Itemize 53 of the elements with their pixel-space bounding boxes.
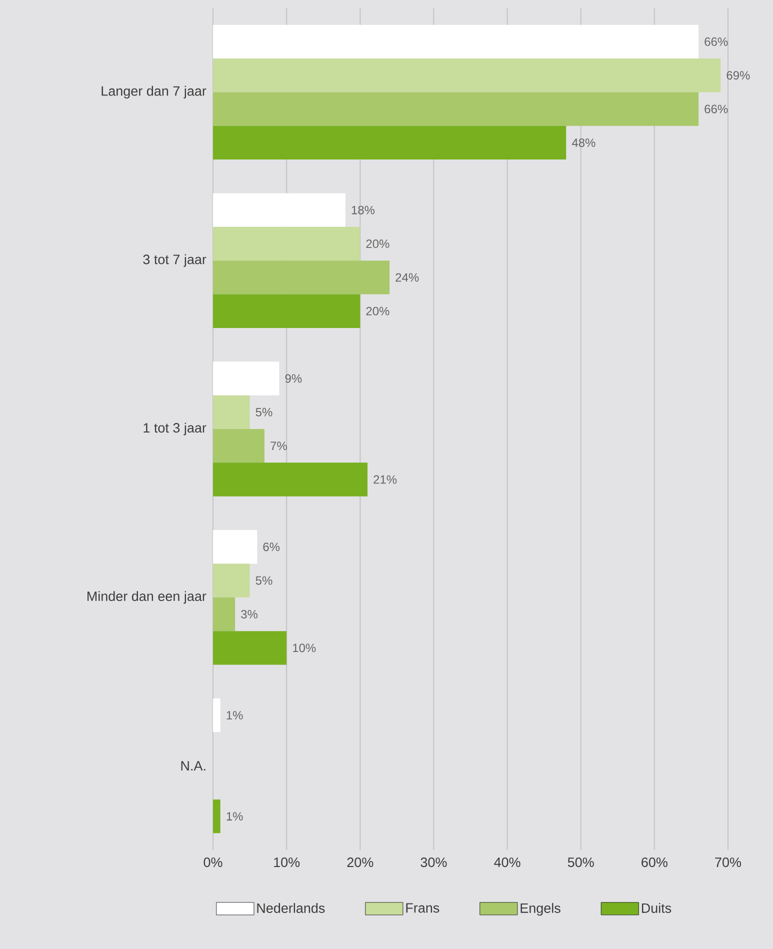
y-tick-label: Minder dan een jaar <box>88 591 206 604</box>
bar <box>213 362 280 396</box>
bar <box>213 698 220 732</box>
bar <box>213 92 699 126</box>
x-tick-label: 0% <box>204 858 222 868</box>
x-tick-label: 10% <box>274 858 300 868</box>
data-label: 69% <box>726 71 750 80</box>
data-label: 3% <box>241 610 258 618</box>
x-tick-label: 30% <box>420 858 447 868</box>
x-tick-label: 20% <box>347 858 374 868</box>
bar <box>213 799 220 834</box>
data-label: 20% <box>366 240 390 248</box>
legend-label: Engels <box>520 903 560 916</box>
data-label: 18% <box>352 206 375 214</box>
data-label: 9% <box>285 374 302 383</box>
legend-label: Nederlands <box>257 903 325 913</box>
data-label: 1% <box>226 812 243 821</box>
legend-label: Frans <box>406 903 440 913</box>
bar <box>213 530 258 564</box>
y-tick-label: N.A. <box>181 761 206 770</box>
x-tick-label: 40% <box>494 858 520 868</box>
data-label: 24% <box>396 273 419 282</box>
legend-label: Duits <box>642 903 672 913</box>
bar <box>213 126 566 160</box>
x-tick-label: 70% <box>715 858 742 868</box>
data-label: 1% <box>226 711 243 720</box>
data-label: 20% <box>366 306 390 316</box>
bar <box>213 564 250 598</box>
data-label: 6% <box>263 542 280 552</box>
x-tick-label: 50% <box>568 858 594 868</box>
bar <box>213 597 236 632</box>
y-tick-label: 3 tot 7 jaar <box>143 254 206 267</box>
data-label: 10% <box>293 644 316 652</box>
bar <box>213 395 250 429</box>
data-label: 66% <box>704 37 728 46</box>
bar <box>213 226 360 261</box>
data-label: 66% <box>704 104 728 114</box>
data-label: 5% <box>256 576 272 585</box>
data-label: 48% <box>572 138 596 147</box>
y-tick-label: Langer dan 7 jaar <box>102 86 206 98</box>
bar <box>213 58 721 92</box>
bar <box>213 428 264 463</box>
data-label: 21% <box>374 475 397 484</box>
data-label: 7% <box>270 442 287 450</box>
y-tick-label: 1 tot 3 jaar <box>144 422 206 436</box>
bar <box>213 462 368 496</box>
bar <box>213 24 699 59</box>
x-tick-label: 60% <box>642 858 668 868</box>
bar <box>213 193 346 227</box>
data-label: 5% <box>256 408 272 416</box>
bar <box>213 260 390 294</box>
bar <box>213 631 287 665</box>
bar <box>213 294 360 328</box>
